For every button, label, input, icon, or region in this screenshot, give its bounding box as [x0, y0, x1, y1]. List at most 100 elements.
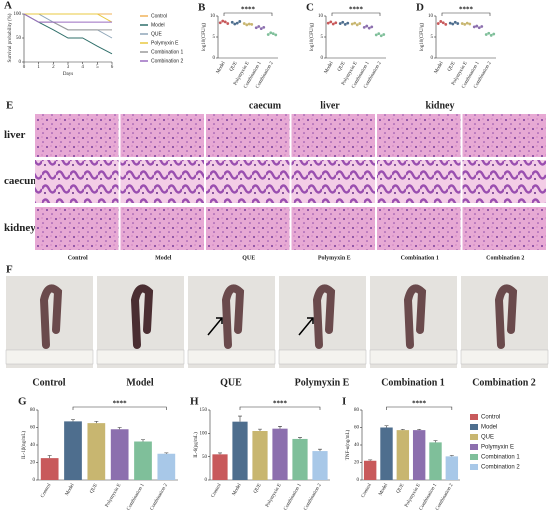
column-label: Combination 2	[486, 255, 524, 261]
bar	[64, 421, 82, 480]
legend-swatch	[470, 424, 478, 430]
significance: ****	[459, 6, 474, 14]
x-tick-label: Model	[216, 61, 227, 75]
panel-label: A	[4, 0, 12, 12]
data-point	[436, 22, 440, 25]
y-tick-label: 60	[30, 426, 36, 431]
micrograph	[462, 207, 546, 250]
micrograph	[377, 160, 461, 203]
data-point	[489, 33, 493, 37]
x-tick-label: QUE	[90, 483, 99, 494]
legend-label: Combination 1	[481, 455, 520, 461]
ruler	[278, 349, 367, 365]
legend-label: QUE	[151, 31, 163, 37]
photo-caption: QUE	[220, 377, 242, 388]
legend-swatch	[470, 444, 478, 450]
photo	[460, 276, 549, 368]
data-point	[257, 25, 261, 28]
legend-label: Polymyxin E	[151, 40, 179, 46]
y-tick-label: 50	[16, 36, 22, 41]
x-tick-label: Combination 1	[126, 483, 146, 512]
y-tick-label: 10	[428, 14, 434, 19]
y-tick-label: 0	[213, 56, 216, 61]
y-tick-label: 10	[318, 14, 324, 19]
data-point	[382, 33, 386, 36]
bar	[292, 438, 308, 480]
data-point	[439, 20, 443, 23]
micrograph	[120, 207, 204, 250]
x-tick-label: QUE	[396, 483, 405, 494]
intestine	[494, 284, 518, 349]
data-point	[262, 25, 266, 29]
y-tick-label: 80	[30, 408, 36, 413]
bar	[445, 456, 459, 480]
x-tick-label: 1	[37, 65, 40, 70]
micrograph	[291, 160, 375, 203]
error-bar	[47, 455, 52, 459]
data-point	[334, 21, 338, 25]
error-bar	[71, 419, 75, 422]
data-point	[250, 23, 254, 26]
photo	[278, 276, 367, 368]
data-point	[379, 34, 383, 38]
photo	[96, 276, 185, 368]
survival-line	[23, 13, 112, 23]
photo	[5, 276, 94, 368]
x-tick-label: Combination 2	[150, 483, 170, 512]
data-point	[254, 26, 258, 30]
y-tick-label: 0	[205, 478, 208, 483]
data-point	[456, 22, 460, 25]
survival-line	[24, 13, 113, 23]
panel-label: E	[6, 100, 13, 112]
legend-label: Control	[151, 13, 167, 19]
data-point	[448, 21, 452, 25]
y-tick-label: 5	[431, 35, 434, 40]
micrograph	[206, 160, 290, 203]
legend-swatch	[470, 434, 478, 440]
data-point	[350, 22, 354, 26]
micrograph	[377, 207, 461, 250]
error-bar	[298, 437, 302, 439]
y-tick-label: 10	[210, 14, 216, 19]
error-bar	[258, 428, 262, 431]
significance: ****	[113, 400, 128, 408]
data-point	[238, 20, 242, 23]
data-point	[477, 26, 481, 30]
data-point	[221, 19, 225, 23]
x-axis-title: Days	[63, 72, 73, 77]
data-point	[329, 20, 333, 24]
error-bar	[164, 452, 169, 454]
x-tick-label: Combination 2	[303, 483, 323, 512]
x-tick-label: Model	[324, 61, 335, 75]
error-bar	[278, 426, 282, 429]
legend-label: QUE	[481, 435, 494, 441]
bar	[87, 423, 106, 480]
significance-bracket	[331, 12, 381, 16]
photo	[369, 276, 458, 368]
micrograph	[291, 207, 375, 250]
bar	[110, 429, 129, 480]
legend-swatch	[470, 414, 478, 420]
micrograph	[35, 114, 119, 157]
bar	[272, 428, 288, 480]
y-tick-label: 100	[14, 12, 22, 17]
data-point	[235, 21, 239, 25]
panel-label: C	[306, 2, 314, 14]
x-tick-label: Control	[211, 483, 223, 499]
x-tick-label: Polymyxin E	[105, 483, 122, 508]
bar	[212, 454, 228, 480]
data-point	[353, 21, 357, 25]
x-tick-label: 2	[52, 65, 55, 70]
data-point	[370, 25, 374, 29]
y-axis-title: TNF-α(ng/mL)	[346, 429, 351, 460]
micrograph	[120, 160, 204, 203]
error-bar	[368, 459, 373, 461]
panel-label: D	[416, 2, 424, 14]
x-tick-label: Model	[65, 483, 76, 497]
data-point	[480, 25, 484, 28]
panel-label: H	[190, 396, 199, 408]
micrograph	[120, 114, 204, 157]
legend-label: Combination 1	[151, 49, 183, 55]
x-tick-label: 5	[96, 65, 99, 70]
